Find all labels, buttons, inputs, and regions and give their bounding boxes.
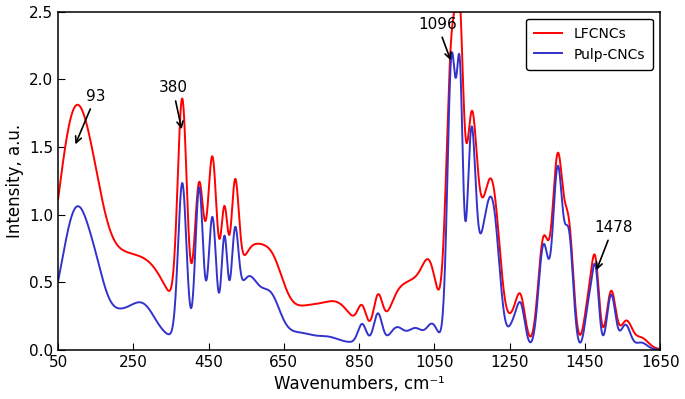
Pulp-CNCs (415, 327, 423, 332)
Pulp-CNCs (448, 50, 456, 55)
Legend: LFCNCs, Pulp-CNCs: LFCNCs, Pulp-CNCs (526, 18, 653, 70)
Pulp-CNCs (445, 89, 453, 94)
Pulp-CNCs (284, 324, 292, 329)
Text: 1478: 1478 (594, 220, 632, 269)
Text: 93: 93 (75, 89, 105, 143)
LFCNCs (503, 308, 512, 313)
Pulp-CNCs (503, 324, 512, 328)
LFCNCs (415, 269, 423, 274)
Text: 380: 380 (158, 81, 188, 128)
LFCNCs (163, 287, 171, 292)
Line: LFCNCs: LFCNCs (58, 12, 660, 349)
LFCNCs (549, 197, 558, 202)
LFCNCs (54, 197, 62, 202)
LFCNCs (284, 291, 292, 296)
Y-axis label: Intensity, a.u.: Intensity, a.u. (5, 124, 23, 238)
Text: 1096: 1096 (418, 17, 457, 59)
Pulp-CNCs (54, 279, 62, 284)
Pulp-CNCs (163, 332, 171, 336)
Pulp-CNCs (656, 347, 664, 352)
LFCNCs (656, 346, 664, 351)
LFCNCs (450, 9, 458, 14)
Pulp-CNCs (549, 217, 558, 221)
X-axis label: Wavenumbers, cm⁻¹: Wavenumbers, cm⁻¹ (274, 375, 445, 393)
Line: Pulp-CNCs: Pulp-CNCs (58, 52, 660, 350)
LFCNCs (445, 65, 453, 70)
